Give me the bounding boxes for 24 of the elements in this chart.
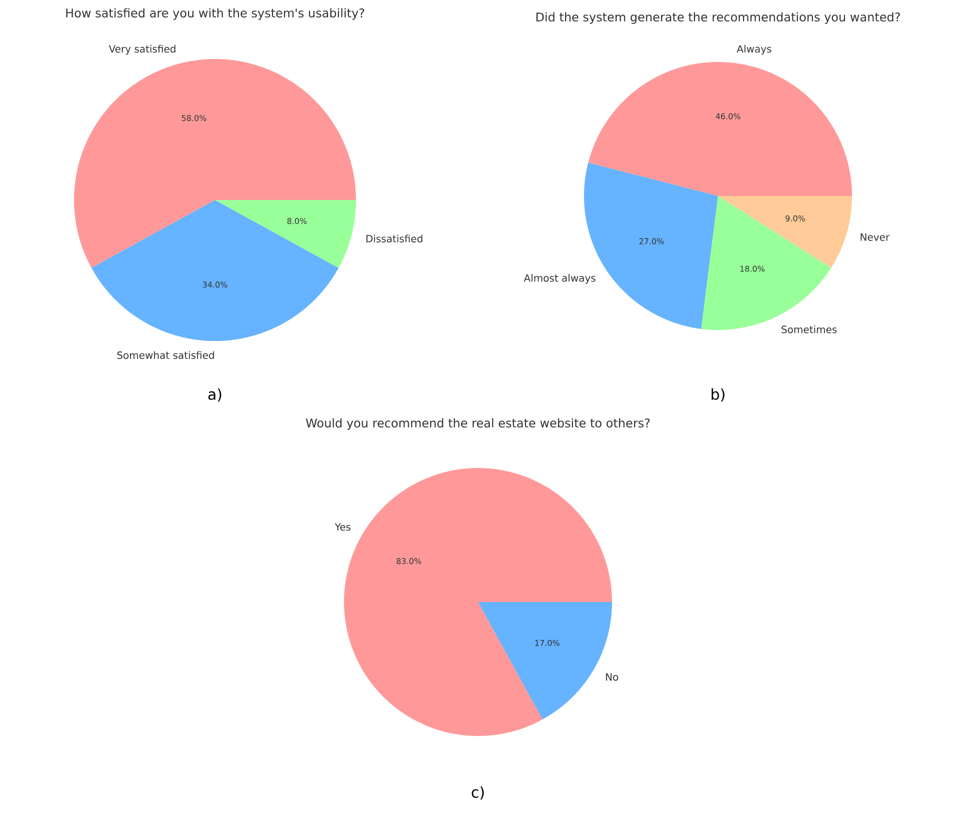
slice-label: Sometimes bbox=[782, 325, 837, 334]
slice-label: Somewhat satisfied bbox=[117, 351, 214, 359]
slice-label: Very satisfied bbox=[108, 44, 176, 55]
data-label: 83.0% bbox=[396, 558, 422, 564]
slice-label: Always bbox=[736, 44, 772, 55]
chart-title: Would you recommend the real estate website to others? bbox=[306, 418, 650, 430]
data-label: 34.0% bbox=[202, 282, 228, 288]
data-label: 17.0% bbox=[535, 640, 560, 646]
chart-title: Did the system generate the recommendations you wanted? bbox=[536, 12, 900, 24]
data-label: 46.0% bbox=[716, 113, 740, 120]
text: c) bbox=[472, 786, 484, 800]
data-label: 58.0% bbox=[182, 115, 206, 122]
slice-label: Dissatisfied bbox=[366, 234, 422, 242]
data-label: 8.0% bbox=[287, 218, 307, 224]
slice-label: No bbox=[606, 673, 618, 681]
text: a) bbox=[208, 388, 222, 402]
data-label: 18.0% bbox=[740, 266, 764, 272]
slice-label: Never bbox=[860, 233, 890, 241]
data-label: 27.0% bbox=[639, 238, 664, 244]
chart-title: How satisfied are you with the system's usability? bbox=[66, 8, 364, 20]
text: b) bbox=[712, 388, 724, 402]
data-label: 9.0% bbox=[786, 215, 805, 222]
slice-label: Almost always bbox=[524, 274, 596, 284]
slice-label: Yes bbox=[334, 523, 350, 531]
